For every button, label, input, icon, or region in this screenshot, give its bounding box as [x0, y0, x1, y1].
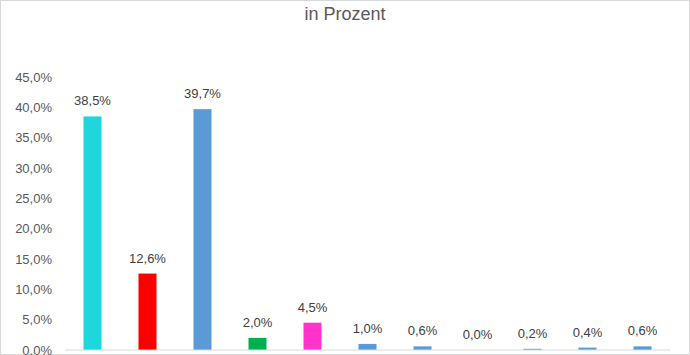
- y-tick: [61, 77, 65, 78]
- bar: [84, 116, 102, 350]
- bars: [84, 109, 652, 350]
- y-tick: [61, 259, 65, 260]
- bar: [634, 346, 652, 350]
- bar: [359, 344, 377, 350]
- y-tick: [61, 350, 65, 351]
- data-label: 39,7%: [184, 86, 221, 101]
- y-tick: [61, 107, 65, 108]
- bar: [194, 109, 212, 350]
- y-tick-label: 0,0%: [22, 343, 52, 355]
- chart-frame: [1, 1, 690, 355]
- data-label: 4,5%: [298, 300, 328, 315]
- bar: [139, 274, 157, 350]
- data-label: 1,0%: [353, 321, 383, 336]
- bar: [249, 338, 267, 350]
- y-tick: [61, 198, 65, 199]
- y-tick-label: 20,0%: [15, 221, 52, 236]
- y-tick-label: 5,0%: [22, 312, 52, 327]
- chart: in Prozent 0,0% 5,0% 10,0% 15,0% 20,0% 25,0% 30…: [0, 0, 690, 355]
- bar: [414, 346, 432, 350]
- data-labels: 38,5% 12,6% 39,7% 2,0% 4,5% 1,0% 0,6% 0,0% 0,2% 0…: [74, 86, 658, 342]
- data-label: 38,5%: [74, 93, 111, 108]
- data-label: 2,0%: [243, 315, 273, 330]
- data-label: 0,0%: [463, 327, 493, 342]
- y-tick-label: 35,0%: [15, 130, 52, 145]
- y-tick-label: 45,0%: [15, 70, 52, 85]
- y-tick: [61, 168, 65, 169]
- data-label: 0,6%: [408, 323, 438, 338]
- y-tick: [61, 319, 65, 320]
- y-tick-label: 15,0%: [15, 252, 52, 267]
- y-tick-label: 25,0%: [15, 191, 52, 206]
- y-tick: [61, 228, 65, 229]
- bar: [304, 323, 322, 350]
- y-tick-label: 10,0%: [15, 282, 52, 297]
- data-label: 0,2%: [518, 326, 548, 341]
- data-label: 12,6%: [129, 251, 166, 266]
- data-label: 0,6%: [628, 323, 658, 338]
- y-tick-label: 40,0%: [15, 100, 52, 115]
- title: in Prozent: [304, 4, 385, 24]
- y-tick: [61, 137, 65, 138]
- data-label: 0,4%: [573, 325, 603, 340]
- y-tick: [61, 289, 65, 290]
- x-axis: [65, 350, 670, 351]
- y-tick-label: 30,0%: [15, 161, 52, 176]
